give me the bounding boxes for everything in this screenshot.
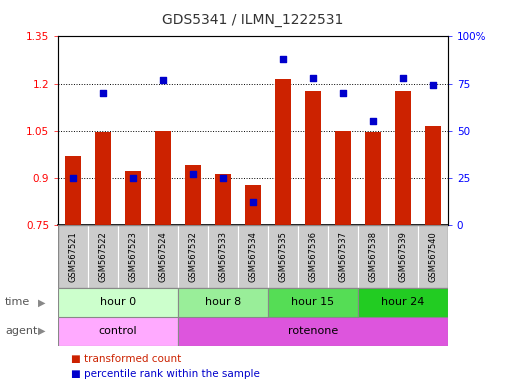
Bar: [417, 225, 447, 288]
Point: [308, 75, 316, 81]
Text: GSM567523: GSM567523: [128, 231, 137, 282]
Bar: [268, 288, 357, 317]
Text: control: control: [98, 326, 137, 336]
Bar: [274, 79, 291, 225]
Text: ■ transformed count: ■ transformed count: [71, 354, 181, 364]
Bar: [118, 225, 148, 288]
Bar: [214, 174, 231, 225]
Text: GSM567537: GSM567537: [338, 231, 347, 282]
Bar: [58, 317, 178, 346]
Bar: [304, 91, 321, 225]
Bar: [58, 225, 88, 288]
Bar: [95, 132, 111, 225]
Text: hour 0: hour 0: [100, 297, 136, 308]
Text: GDS5341 / ILMN_1222531: GDS5341 / ILMN_1222531: [162, 13, 343, 27]
Bar: [364, 132, 380, 225]
Bar: [88, 225, 118, 288]
Bar: [65, 156, 81, 225]
Bar: [424, 126, 440, 225]
Bar: [357, 288, 447, 317]
Bar: [394, 91, 410, 225]
Bar: [297, 225, 327, 288]
Bar: [58, 288, 178, 317]
Bar: [387, 225, 417, 288]
Text: agent: agent: [5, 326, 37, 336]
Point: [129, 175, 137, 181]
Point: [398, 75, 406, 81]
Point: [368, 118, 376, 124]
Bar: [178, 317, 447, 346]
Point: [99, 90, 107, 96]
Text: hour 15: hour 15: [291, 297, 334, 308]
Point: [428, 82, 436, 88]
Text: GSM567532: GSM567532: [188, 231, 197, 282]
Point: [189, 171, 197, 177]
Point: [69, 175, 77, 181]
Bar: [178, 288, 268, 317]
Bar: [268, 225, 297, 288]
Text: ▶: ▶: [38, 326, 45, 336]
Point: [248, 199, 257, 205]
Text: time: time: [5, 297, 30, 308]
Bar: [357, 225, 387, 288]
Text: hour 8: hour 8: [205, 297, 241, 308]
Text: ▶: ▶: [38, 297, 45, 308]
Text: ■ percentile rank within the sample: ■ percentile rank within the sample: [71, 369, 259, 379]
Bar: [125, 171, 141, 225]
Text: GSM567539: GSM567539: [397, 231, 407, 282]
Text: GSM567538: GSM567538: [368, 231, 377, 282]
Bar: [237, 225, 268, 288]
Bar: [208, 225, 237, 288]
Text: GSM567524: GSM567524: [158, 231, 167, 282]
Point: [278, 56, 286, 62]
Bar: [244, 185, 261, 225]
Bar: [334, 131, 350, 225]
Text: GSM567522: GSM567522: [98, 231, 108, 282]
Bar: [178, 225, 208, 288]
Point: [219, 175, 227, 181]
Bar: [184, 165, 201, 225]
Text: rotenone: rotenone: [287, 326, 337, 336]
Text: GSM567533: GSM567533: [218, 231, 227, 282]
Text: GSM567521: GSM567521: [69, 231, 78, 282]
Text: GSM567536: GSM567536: [308, 231, 317, 282]
Bar: [148, 225, 178, 288]
Point: [159, 77, 167, 83]
Text: GSM567534: GSM567534: [248, 231, 257, 282]
Bar: [327, 225, 357, 288]
Point: [338, 90, 346, 96]
Text: GSM567540: GSM567540: [427, 231, 436, 282]
Text: hour 24: hour 24: [380, 297, 424, 308]
Text: GSM567535: GSM567535: [278, 231, 287, 282]
Bar: [155, 131, 171, 225]
